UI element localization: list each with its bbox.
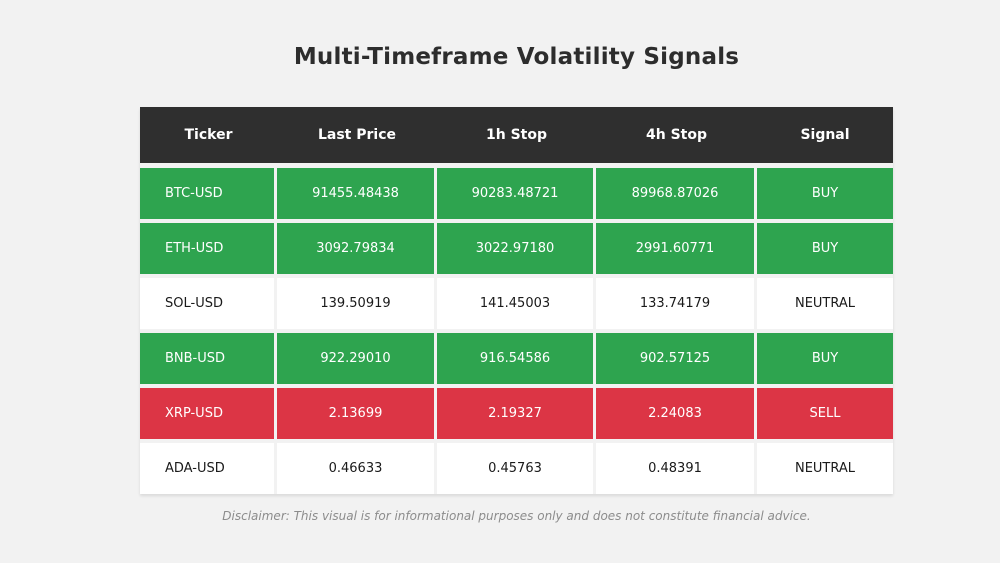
- cell-4h-stop: 2991.60771: [596, 223, 754, 274]
- cell-1h-stop: 916.54586: [437, 333, 593, 384]
- cell-last-price: 0.46633: [277, 443, 434, 494]
- cell-signal: BUY: [757, 223, 893, 274]
- cell-last-price: 139.50919: [277, 278, 434, 329]
- cell-1h-stop: 0.45763: [437, 443, 593, 494]
- column-header-signal: Signal: [800, 127, 850, 143]
- cell-last-price: 3092.79834: [277, 223, 434, 274]
- cell-last-price: 922.29010: [277, 333, 434, 384]
- cell-1h-stop: 141.45003: [437, 278, 593, 329]
- cell-signal: BUY: [757, 168, 893, 219]
- table-header-row: Ticker Last Price 1h Stop 4h Stop Signal: [140, 107, 893, 163]
- cell-last-price: 91455.48438: [277, 168, 434, 219]
- cell-last-price: 2.13699: [277, 388, 434, 439]
- cell-ticker: BNB-USD: [140, 333, 274, 384]
- column-header-ticker: Ticker: [184, 127, 233, 143]
- cell-ticker: BTC-USD: [140, 168, 274, 219]
- table-row: ADA-USD 0.46633 0.45763 0.48391 NEUTRAL: [140, 443, 893, 494]
- cell-1h-stop: 2.19327: [437, 388, 593, 439]
- table-row: BNB-USD 922.29010 916.54586 902.57125 BU…: [140, 333, 893, 384]
- page-title: Multi-Timeframe Volatility Signals: [293, 44, 740, 70]
- signals-table: Ticker Last Price 1h Stop 4h Stop Signal…: [140, 107, 893, 494]
- cell-ticker: ADA-USD: [140, 443, 274, 494]
- cell-4h-stop: 0.48391: [596, 443, 754, 494]
- table-row: XRP-USD 2.13699 2.19327 2.24083 SELL: [140, 388, 893, 439]
- column-header-4h-stop: 4h Stop: [646, 127, 707, 143]
- cell-ticker: SOL-USD: [140, 278, 274, 329]
- cell-signal: NEUTRAL: [757, 278, 893, 329]
- table-row: BTC-USD 91455.48438 90283.48721 89968.87…: [140, 168, 893, 219]
- cell-4h-stop: 2.24083: [596, 388, 754, 439]
- cell-ticker: ETH-USD: [140, 223, 274, 274]
- cell-4h-stop: 902.57125: [596, 333, 754, 384]
- disclaimer-text: Disclaimer: This visual is for informati…: [222, 509, 811, 523]
- table-row: SOL-USD 139.50919 141.45003 133.74179 NE…: [140, 278, 893, 329]
- cell-signal: BUY: [757, 333, 893, 384]
- cell-1h-stop: 90283.48721: [437, 168, 593, 219]
- column-header-last-price: Last Price: [317, 127, 397, 143]
- cell-ticker: XRP-USD: [140, 388, 274, 439]
- cell-4h-stop: 89968.87026: [596, 168, 754, 219]
- cell-signal: NEUTRAL: [757, 443, 893, 494]
- table-row: ETH-USD 3092.79834 3022.97180 2991.60771…: [140, 223, 893, 274]
- cell-signal: SELL: [757, 388, 893, 439]
- cell-4h-stop: 133.74179: [596, 278, 754, 329]
- cell-1h-stop: 3022.97180: [437, 223, 593, 274]
- column-header-1h-stop: 1h Stop: [486, 127, 547, 143]
